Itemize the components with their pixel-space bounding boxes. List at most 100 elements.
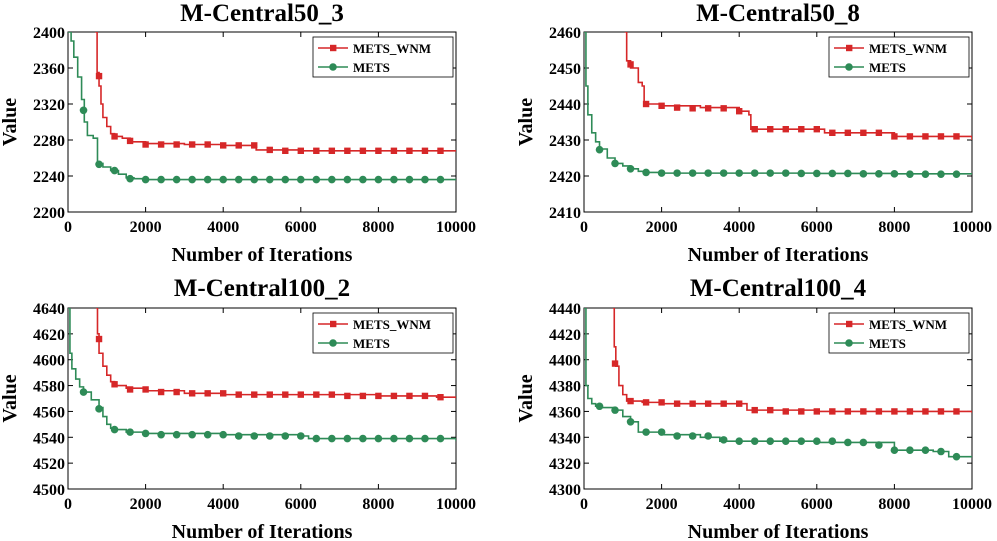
series-mets	[584, 32, 972, 178]
legend-marker	[329, 339, 337, 347]
x-tick-label: 6000	[801, 219, 833, 236]
data-point	[297, 391, 304, 398]
y-tick-label: 2360	[33, 61, 65, 78]
y-tick-label: 4640	[33, 301, 65, 318]
data-point	[595, 402, 604, 411]
data-point	[95, 160, 103, 169]
data-point	[798, 408, 805, 415]
data-point	[829, 408, 836, 415]
x-tick-label: 0	[580, 219, 588, 236]
data-point	[859, 170, 868, 178]
data-point	[390, 175, 398, 184]
chart-title: M-Central50_8	[696, 0, 860, 27]
data-point	[251, 142, 258, 149]
data-point	[374, 434, 383, 443]
legend-label: METS	[869, 336, 906, 351]
data-point	[265, 432, 274, 440]
legend-marker	[846, 44, 853, 52]
data-point	[906, 133, 914, 140]
y-axis-label: Value	[515, 98, 537, 146]
data-point	[952, 170, 961, 178]
chart-title: M-Central100_2	[174, 275, 350, 302]
data-point	[720, 400, 727, 407]
data-point	[937, 447, 945, 456]
data-point	[421, 392, 429, 400]
data-point	[704, 432, 712, 440]
data-point	[921, 446, 930, 455]
data-point	[844, 408, 852, 415]
data-point	[626, 165, 635, 173]
legend-label: METS_WNM	[869, 317, 947, 332]
x-tick-label: 4000	[207, 219, 239, 236]
chart-panel: M-Central100_2 0 2000 4000 6000 8000 10000 4500…	[0, 275, 476, 541]
data-point	[798, 126, 805, 133]
data-point	[844, 438, 852, 447]
y-tick-label: 2320	[33, 97, 65, 114]
data-point	[642, 428, 650, 436]
data-point	[813, 126, 820, 133]
data-point	[782, 126, 789, 133]
data-point	[921, 170, 930, 178]
data-point	[406, 147, 413, 154]
data-point	[736, 108, 743, 115]
x-axis-label: Number of Iterations	[172, 521, 353, 541]
data-point	[875, 170, 883, 178]
data-point	[126, 428, 134, 436]
data-point	[110, 166, 119, 175]
data-point	[906, 408, 914, 415]
data-point	[95, 405, 103, 413]
y-tick-label: 4580	[33, 379, 65, 396]
data-point	[626, 417, 635, 426]
data-point	[421, 434, 429, 443]
data-point	[437, 147, 444, 154]
x-tick-label: 2000	[130, 219, 162, 236]
data-point	[250, 175, 259, 184]
data-point	[436, 175, 445, 184]
data-point	[642, 100, 650, 108]
data-point	[750, 169, 759, 177]
x-tick-label: 0	[64, 219, 72, 236]
x-tick-label: 6000	[285, 496, 317, 513]
y-tick-label: 4300	[549, 482, 581, 499]
data-point	[611, 159, 619, 168]
data-point	[297, 147, 304, 154]
chart-panel: M-Central100_4 0 2000 4000 6000 8000 10000 4300…	[515, 275, 992, 541]
data-point	[781, 437, 790, 445]
chart-panel: M-Central50_3 0 2000 4000 6000 8000 10000 2200 2…	[0, 0, 476, 266]
plot-series	[584, 308, 972, 461]
data-point	[436, 434, 445, 443]
y-tick-label: 4440	[549, 301, 581, 318]
data-point	[704, 169, 712, 177]
y-tick-label: 4320	[549, 456, 581, 473]
data-point	[374, 175, 383, 184]
data-point	[157, 175, 165, 184]
y-tick-label: 4340	[549, 430, 581, 447]
data-point	[952, 452, 961, 461]
data-point	[188, 175, 196, 184]
data-point	[627, 397, 634, 405]
data-point	[720, 105, 727, 112]
data-point	[173, 388, 180, 396]
data-point	[172, 175, 181, 184]
data-point	[642, 399, 650, 406]
legend-label: METS_WNM	[353, 317, 431, 332]
x-tick-label: 10000	[436, 219, 476, 236]
legend: METS_WNM METS	[312, 36, 454, 78]
y-tick-label: 4540	[33, 430, 65, 447]
x-axis-label: Number of Iterations	[172, 244, 353, 266]
data-point	[141, 429, 150, 438]
data-point	[751, 126, 758, 133]
series-mets-wnm	[624, 32, 972, 140]
x-tick-label: 4000	[723, 219, 755, 236]
data-point	[359, 147, 367, 154]
data-point	[250, 432, 259, 440]
data-point	[95, 72, 103, 80]
y-tick-label: 2400	[33, 25, 65, 42]
data-point	[359, 392, 367, 400]
data-point	[688, 432, 697, 440]
x-tick-label: 4000	[723, 496, 755, 513]
data-point	[767, 406, 774, 414]
data-point	[188, 390, 196, 397]
series-mets-wnm	[95, 308, 456, 401]
y-tick-label: 4400	[549, 353, 581, 370]
